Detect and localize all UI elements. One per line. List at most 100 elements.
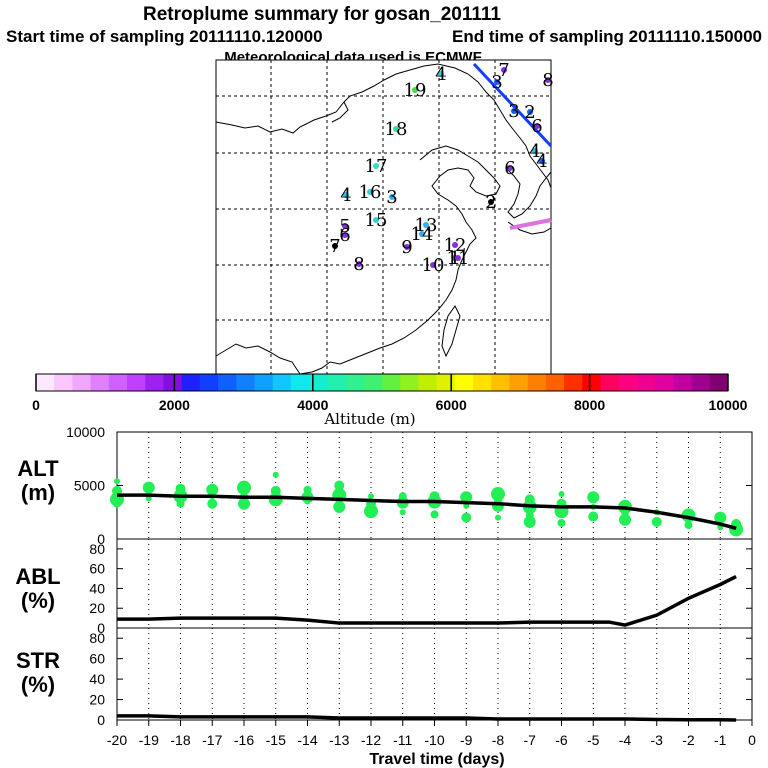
map-marker-dot bbox=[389, 194, 395, 200]
map-marker-dot bbox=[455, 255, 461, 261]
x-tick-label: -13 bbox=[329, 732, 349, 748]
str-series-line bbox=[117, 714, 737, 722]
colorbar-tick-label: 10000 bbox=[709, 397, 748, 413]
alt-scatter-point bbox=[399, 509, 406, 516]
map-marker-dot bbox=[438, 71, 444, 77]
map-marker-label: 11 bbox=[447, 248, 470, 269]
figure-title: Retroplume summary for gosan_201111 bbox=[143, 4, 501, 25]
map-marker-label: 12 bbox=[444, 235, 467, 256]
map-marker-label: 10 bbox=[422, 255, 445, 276]
y-tick-label: 10000 bbox=[66, 424, 105, 440]
alt-scatter-point bbox=[557, 518, 566, 527]
x-tick-label: -15 bbox=[266, 732, 286, 748]
y-tick-label: 40 bbox=[89, 580, 105, 596]
abl-series-line bbox=[117, 575, 737, 627]
alt-scatter-point bbox=[495, 514, 501, 521]
map-marker-label: 4 bbox=[529, 141, 540, 162]
x-tick-label: -18 bbox=[170, 732, 190, 748]
map-marker-dot bbox=[494, 79, 500, 85]
colorbar-cell bbox=[36, 374, 55, 391]
alt-scatter-point bbox=[729, 522, 744, 537]
map-marker-label: 3 bbox=[491, 72, 502, 93]
alt-scatter-point bbox=[142, 481, 155, 494]
x-axis: -20 -19 -18 -17 -16 -15 -14 -13 -12 -11 -10 -9 -8 -7-… bbox=[107, 720, 756, 748]
alt-scatter-point bbox=[714, 511, 727, 524]
map-marker-dot bbox=[342, 232, 348, 238]
map-marker-dot bbox=[373, 217, 379, 223]
alt-scatter-point bbox=[114, 478, 120, 485]
alt-scatter-point bbox=[461, 512, 472, 523]
colorbar-cell bbox=[72, 374, 92, 391]
map-marker-label: 14 bbox=[411, 224, 434, 245]
y-tick-label: 80 bbox=[89, 541, 105, 557]
end-time-label: End time of sampling 20111110.150000 bbox=[452, 27, 762, 46]
colorbar-cell bbox=[236, 374, 256, 391]
colorbar-cell bbox=[618, 374, 638, 391]
colorbar-cell bbox=[655, 374, 674, 391]
panel-ylabel: STR bbox=[16, 648, 60, 673]
x-tick-label: -12 bbox=[361, 732, 381, 748]
x-tick-label: -20 bbox=[107, 732, 127, 748]
map-marker-label: 18 bbox=[385, 119, 408, 140]
str-panel: 80 60 40 20 0 STR(%) bbox=[16, 627, 753, 728]
colorbar-cell bbox=[382, 374, 401, 391]
alt-scatter-point bbox=[558, 491, 565, 498]
colorbar-cell bbox=[418, 374, 438, 391]
map-marker-label: 2 bbox=[524, 102, 535, 123]
colorbar-cell bbox=[636, 374, 656, 391]
map-marker-label: 1 bbox=[449, 248, 460, 269]
y-tick-label: 0 bbox=[97, 620, 105, 636]
alt-scatter-point bbox=[587, 491, 600, 504]
y-tick-label: 40 bbox=[89, 671, 105, 687]
panel-ylabel: (%) bbox=[21, 672, 55, 697]
colorbar-cell bbox=[309, 374, 328, 391]
alt-mean-line bbox=[117, 493, 737, 530]
map-marker-dot bbox=[452, 242, 458, 248]
alt-panel: 10000 5000 0 ALT(m) bbox=[17, 424, 753, 547]
map-marker-label: 19 bbox=[404, 80, 427, 101]
x-tick-label: -3 bbox=[651, 732, 664, 748]
x-tick-label: -8 bbox=[492, 732, 505, 748]
alt-scatter-point bbox=[492, 499, 504, 512]
alt-scatter-point bbox=[460, 491, 473, 504]
colorbar-cell bbox=[454, 374, 474, 391]
panel-ylabel: (m) bbox=[21, 480, 55, 505]
colorbar-cell bbox=[254, 374, 274, 391]
alt-scatter-point bbox=[176, 499, 185, 508]
map-marker-dot bbox=[356, 261, 362, 267]
y-tick-label: 20 bbox=[89, 692, 105, 708]
x-tick-label: -4 bbox=[619, 732, 632, 748]
x-tick-label: -7 bbox=[524, 732, 537, 748]
y-tick-label: 60 bbox=[89, 651, 105, 667]
map-marker-label: 3 bbox=[386, 187, 397, 208]
alt-scatter-point bbox=[333, 500, 346, 513]
colorbar-cell bbox=[709, 374, 729, 391]
map-marker-label: 2 bbox=[485, 192, 496, 213]
map-marker-dot bbox=[511, 108, 517, 114]
colorbar-tick-label: 2000 bbox=[159, 397, 190, 413]
colorbar-cell bbox=[436, 374, 456, 391]
map-gridlines bbox=[216, 60, 551, 374]
colorbar-cell bbox=[491, 374, 510, 391]
alt-scatter-point bbox=[430, 510, 439, 519]
map-marker-label: 5 bbox=[339, 216, 350, 237]
colorbar-tick-label: 0 bbox=[32, 397, 40, 413]
colorbar-cell bbox=[90, 374, 110, 391]
y-tick-label: 5000 bbox=[74, 478, 105, 494]
colorbar-cell bbox=[199, 374, 219, 391]
map-marker-dot bbox=[342, 223, 348, 229]
y-tick-label: 0 bbox=[97, 531, 105, 547]
map-marker-label: 4 bbox=[435, 64, 446, 85]
map-marker-label: 7 bbox=[498, 60, 509, 81]
x-tick-label: -9 bbox=[460, 732, 473, 748]
map-marker-label: 17 bbox=[365, 156, 388, 177]
alt-scatter-point bbox=[238, 497, 250, 510]
map-marker-dot bbox=[367, 189, 373, 195]
map-marker-dot bbox=[404, 244, 410, 250]
alt-scatter-point bbox=[237, 480, 251, 495]
alt-scatter-point bbox=[334, 480, 345, 491]
alt-scatter-point bbox=[207, 498, 218, 509]
trajectory-lines bbox=[472, 62, 553, 230]
map-marker-label: 16 bbox=[359, 182, 382, 203]
x-tick-label: -5 bbox=[587, 732, 600, 748]
